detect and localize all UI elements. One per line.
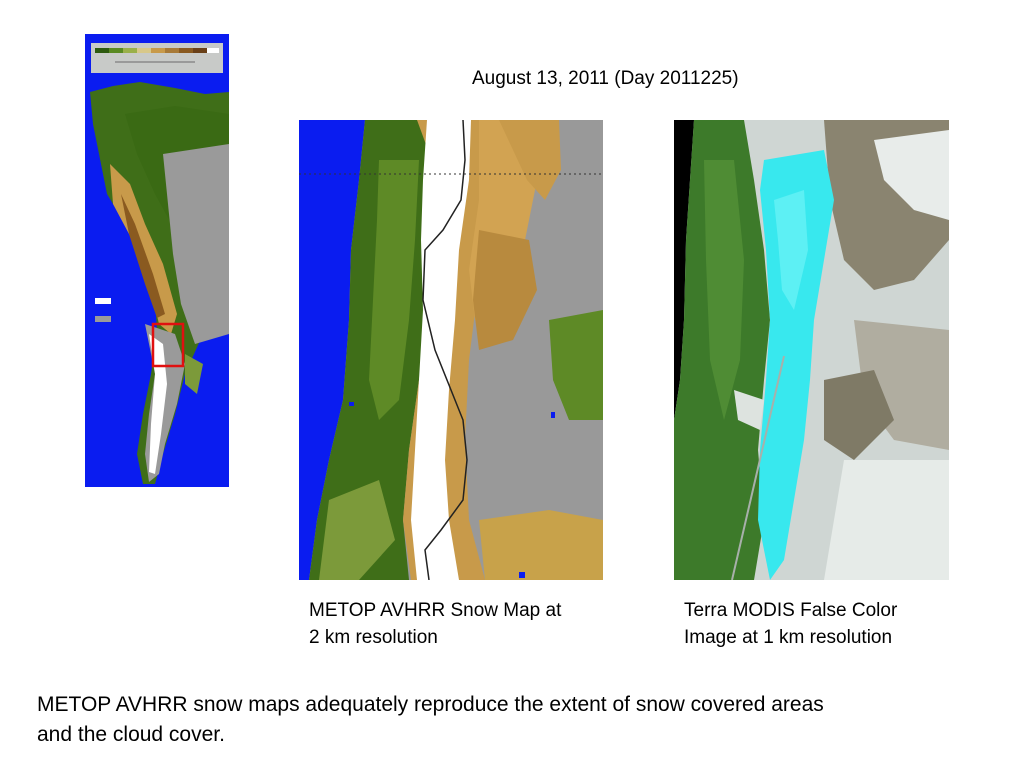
- modis-caption-line1: Terra MODIS False Color: [684, 600, 898, 621]
- ocean-region: [299, 120, 365, 580]
- snow-legend-swatch: [95, 298, 111, 304]
- south-america-overview-map: [85, 34, 229, 487]
- conclusion-line1: METOP AVHRR snow maps adequately reprodu…: [37, 693, 824, 716]
- conclusion-text: METOP AVHRR snow maps adequately reprodu…: [37, 690, 937, 750]
- avhrr-snow-map: [299, 120, 603, 580]
- map-legend: [91, 43, 223, 73]
- avhrr-caption: METOP AVHRR Snow Map at 2 km resolution: [309, 597, 609, 651]
- avhrr-caption-line2: 2 km resolution: [309, 627, 438, 648]
- slide-date-title: August 13, 2011 (Day 2011225): [472, 68, 739, 89]
- cloud-legend-swatch: [95, 316, 111, 322]
- conclusion-line2: and the cloud cover.: [37, 723, 225, 746]
- avhrr-caption-line1: METOP AVHRR Snow Map at: [309, 600, 562, 621]
- swath-boundary-line: [731, 355, 785, 580]
- study-area-highlight-box: [151, 322, 185, 368]
- snow-cover-region: [758, 150, 834, 580]
- modis-false-color-image: [674, 120, 949, 580]
- modis-caption-line2: Image at 1 km resolution: [684, 627, 893, 648]
- snow-cover-region: [411, 120, 471, 580]
- international-border-line: [422, 120, 468, 580]
- modis-caption: Terra MODIS False Color Image at 1 km re…: [684, 597, 984, 651]
- continent-landmass: [90, 82, 229, 484]
